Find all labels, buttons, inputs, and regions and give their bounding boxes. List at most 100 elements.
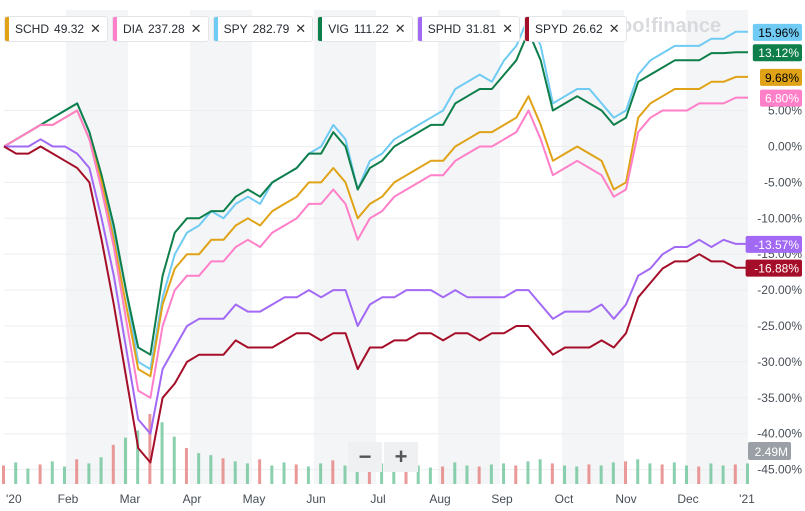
last-value-label-vig: 13.12% bbox=[758, 46, 799, 60]
x-tick-label: Apr bbox=[183, 492, 202, 506]
volume-bar bbox=[209, 455, 213, 484]
legend-symbol: VIG bbox=[328, 22, 349, 36]
y-tick-label: -40.00% bbox=[757, 427, 802, 441]
x-tick-label: Mar bbox=[120, 492, 141, 506]
last-value-label-schd: 9.68% bbox=[765, 71, 799, 85]
remove-series-icon[interactable]: ✕ bbox=[295, 21, 307, 36]
volume-bar bbox=[709, 463, 713, 484]
volume-bar bbox=[2, 465, 5, 484]
legend-chip-spyd[interactable]: SPYD 26.62 ✕ bbox=[523, 16, 627, 42]
x-tick-label: Sep bbox=[491, 492, 513, 506]
last-value-label-dia: 6.80% bbox=[765, 92, 799, 106]
x-tick-label: Dec bbox=[677, 492, 698, 506]
month-band bbox=[562, 10, 624, 484]
x-tick-label: '20 bbox=[6, 492, 22, 506]
volume-bar bbox=[648, 463, 652, 484]
legend-symbol: SPY bbox=[223, 22, 248, 36]
volume-bar bbox=[111, 444, 115, 484]
y-tick-label: -5.00% bbox=[764, 175, 802, 189]
series-line-dia bbox=[3, 96, 748, 399]
volume-bar bbox=[38, 464, 42, 484]
volume-bar bbox=[697, 466, 701, 484]
volume-bar bbox=[746, 463, 749, 484]
series-color-swatch bbox=[417, 17, 422, 41]
remove-series-icon[interactable]: ✕ bbox=[502, 21, 513, 36]
volume-bar bbox=[611, 462, 615, 484]
volume-bar bbox=[660, 464, 664, 484]
remove-series-icon[interactable]: ✕ bbox=[608, 21, 620, 36]
legend-symbol: SCHD bbox=[15, 22, 50, 36]
volume-bar bbox=[172, 436, 176, 484]
remove-series-icon[interactable]: ✕ bbox=[394, 21, 406, 36]
y-tick-label: 5.00% bbox=[768, 104, 802, 118]
series-color-swatch bbox=[318, 17, 323, 41]
volume-badge bbox=[748, 442, 791, 460]
volume-bar bbox=[672, 462, 676, 484]
series-line-sphd bbox=[4, 138, 748, 435]
volume-bar bbox=[563, 465, 567, 484]
series-color-swatch bbox=[524, 17, 529, 41]
volume-bar bbox=[685, 465, 689, 484]
legend-value: 282.79 bbox=[252, 22, 290, 36]
last-value-badge-schd bbox=[760, 68, 802, 86]
zoom-in-button[interactable]: + bbox=[384, 442, 418, 472]
volume-bar bbox=[26, 468, 30, 484]
volume-bar bbox=[184, 447, 188, 484]
y-tick-label: -25.00% bbox=[757, 319, 802, 333]
volume-bar bbox=[306, 466, 310, 484]
volume-bar bbox=[465, 465, 469, 484]
x-tick-label: Nov bbox=[615, 492, 636, 506]
volume-bar bbox=[270, 465, 274, 484]
volume-bar bbox=[258, 459, 262, 484]
remove-series-icon[interactable]: ✕ bbox=[90, 21, 101, 36]
x-tick-label: Oct bbox=[555, 492, 574, 506]
last-value-badge-vig bbox=[752, 44, 802, 62]
series-color-swatch bbox=[112, 17, 117, 41]
legend-chip-spy[interactable]: SPY 282.79 ✕ bbox=[212, 16, 314, 42]
volume-bar bbox=[550, 463, 554, 484]
x-tick-label: May bbox=[243, 492, 266, 506]
volume-bar bbox=[75, 459, 79, 484]
legend-value: 237.28 bbox=[147, 22, 185, 36]
legend-chip-vig[interactable]: VIG 111.22 ✕ bbox=[317, 16, 413, 42]
legend-value: 111.22 bbox=[353, 22, 389, 36]
volume-bar bbox=[587, 464, 591, 484]
x-tick-label: Aug bbox=[429, 492, 450, 506]
legend-chip-sphd[interactable]: SPHD 31.81 ✕ bbox=[416, 16, 520, 42]
zoom-out-button[interactable]: − bbox=[348, 442, 382, 472]
volume-bar bbox=[331, 460, 335, 484]
legend-bar: SCHD 49.32 ✕ DIA 237.28 ✕ SPY 282.79 ✕ V… bbox=[4, 16, 627, 42]
last-value-badge-sphd bbox=[745, 235, 802, 253]
volume-bar bbox=[50, 461, 54, 484]
last-value-badge-spy bbox=[752, 23, 802, 41]
remove-series-icon[interactable]: ✕ bbox=[190, 21, 202, 36]
last-value-badge-dia bbox=[760, 89, 802, 107]
volume-bar bbox=[136, 430, 140, 484]
series-line-spyd bbox=[3, 145, 748, 464]
volume-bar bbox=[538, 459, 542, 484]
volume-bar bbox=[148, 414, 152, 484]
series-color-swatch bbox=[213, 17, 218, 41]
volume-bar bbox=[489, 464, 493, 484]
volume-bar bbox=[477, 466, 481, 484]
volume-bar bbox=[441, 466, 445, 484]
legend-value: 31.81 bbox=[466, 22, 497, 36]
volume-bar bbox=[733, 464, 737, 484]
legend-chip-schd[interactable]: SCHD 49.32 ✕ bbox=[4, 16, 108, 42]
month-band bbox=[314, 10, 376, 484]
volume-bar bbox=[416, 465, 420, 484]
volume-bar bbox=[197, 453, 201, 484]
series-line-schd bbox=[3, 75, 748, 378]
zoom-controls: − + bbox=[348, 442, 420, 472]
legend-symbol: DIA bbox=[122, 22, 143, 36]
legend-chip-dia[interactable]: DIA 237.28 ✕ bbox=[111, 16, 209, 42]
volume-bar bbox=[160, 422, 164, 484]
volume-bar bbox=[62, 466, 66, 484]
x-tick-label: '21 bbox=[739, 492, 755, 506]
volume-bar bbox=[453, 462, 457, 484]
volume-bar bbox=[636, 459, 640, 484]
volume-bar bbox=[319, 463, 323, 484]
volume-bar bbox=[99, 457, 103, 484]
last-value-label-sphd: -13.57% bbox=[754, 238, 799, 252]
